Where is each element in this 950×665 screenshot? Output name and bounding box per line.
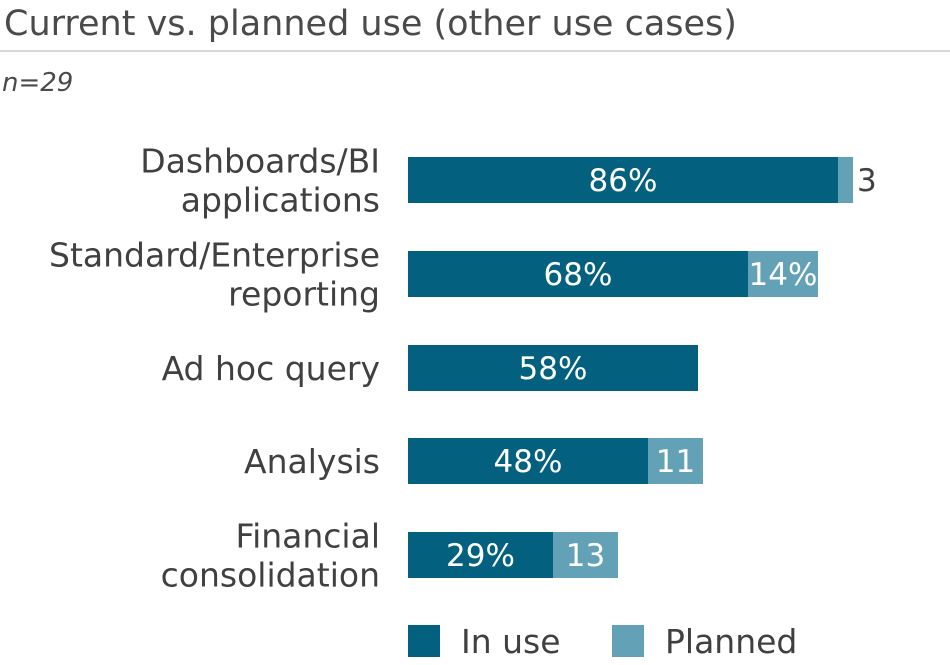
category-label: Financial consolidation xyxy=(161,517,380,595)
sample-size: n=29 xyxy=(2,68,74,98)
value-label-in-use: 86% xyxy=(589,163,658,199)
value-label-in-use: 58% xyxy=(519,351,588,387)
bar-in-use xyxy=(408,157,838,203)
value-label-planned: 14% xyxy=(749,257,818,293)
bar-planned xyxy=(648,438,703,484)
legend-in-use-swatch xyxy=(408,625,440,657)
chart-title: Current vs. planned use (other use cases… xyxy=(4,4,737,44)
value-label-planned: 3 xyxy=(857,163,877,199)
category-label: Dashboards/BI applications xyxy=(140,142,380,220)
legend-in-use-label: In use xyxy=(461,622,561,661)
value-label-in-use: 29% xyxy=(446,538,515,574)
legend-planned-label: Planned xyxy=(665,622,797,661)
category-label: Analysis xyxy=(244,442,380,481)
value-label-in-use: 68% xyxy=(544,257,613,293)
bar-in-use xyxy=(408,438,648,484)
bar-planned xyxy=(553,532,618,578)
bar-in-use xyxy=(408,345,698,391)
category-label: Standard/Enterprise reporting xyxy=(49,236,380,314)
bar-in-use xyxy=(408,251,748,297)
value-label-planned: 11 xyxy=(656,444,695,480)
bar-in-use xyxy=(408,532,553,578)
category-label: Ad hoc query xyxy=(162,349,380,388)
legend-planned-swatch xyxy=(612,625,644,657)
title-divider xyxy=(0,50,950,52)
value-label-planned: 13 xyxy=(566,538,605,574)
bar-planned xyxy=(748,251,818,297)
value-label-in-use: 48% xyxy=(494,444,563,480)
bar-planned xyxy=(838,157,853,203)
